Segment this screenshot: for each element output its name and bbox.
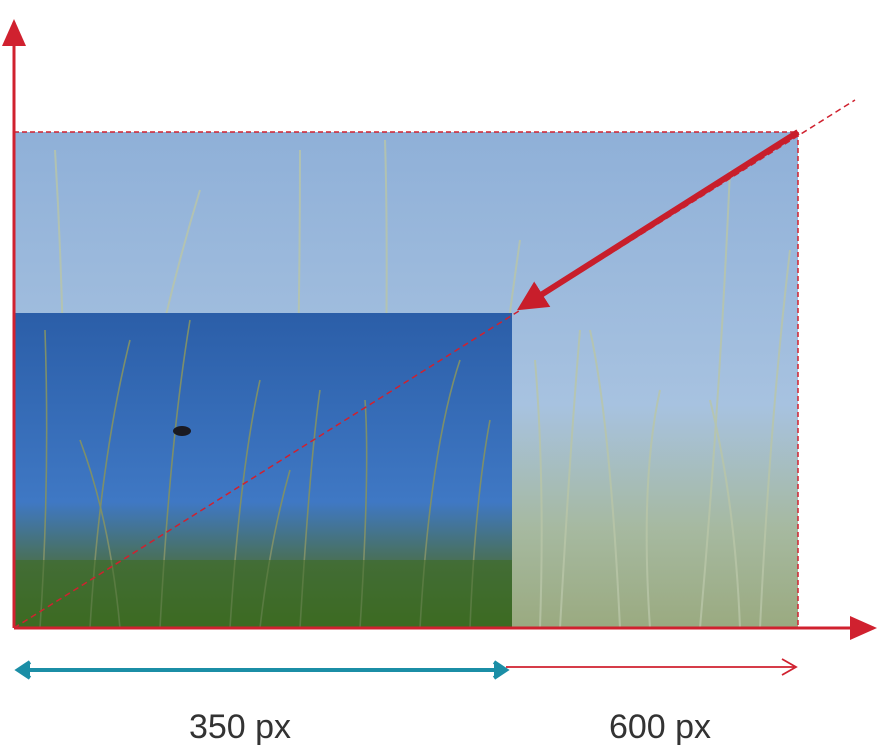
large-width-arrow: [506, 659, 796, 675]
small-image: [14, 313, 512, 628]
small-width-arrow: [18, 662, 506, 678]
page: 350 px 600 px (() => { const data = JSON…: [0, 0, 884, 748]
large-width-label: 600 px: [609, 708, 711, 746]
scaling-diagram: 350 px 600 px: [0, 0, 884, 748]
small-width-label: 350 px: [189, 708, 291, 746]
